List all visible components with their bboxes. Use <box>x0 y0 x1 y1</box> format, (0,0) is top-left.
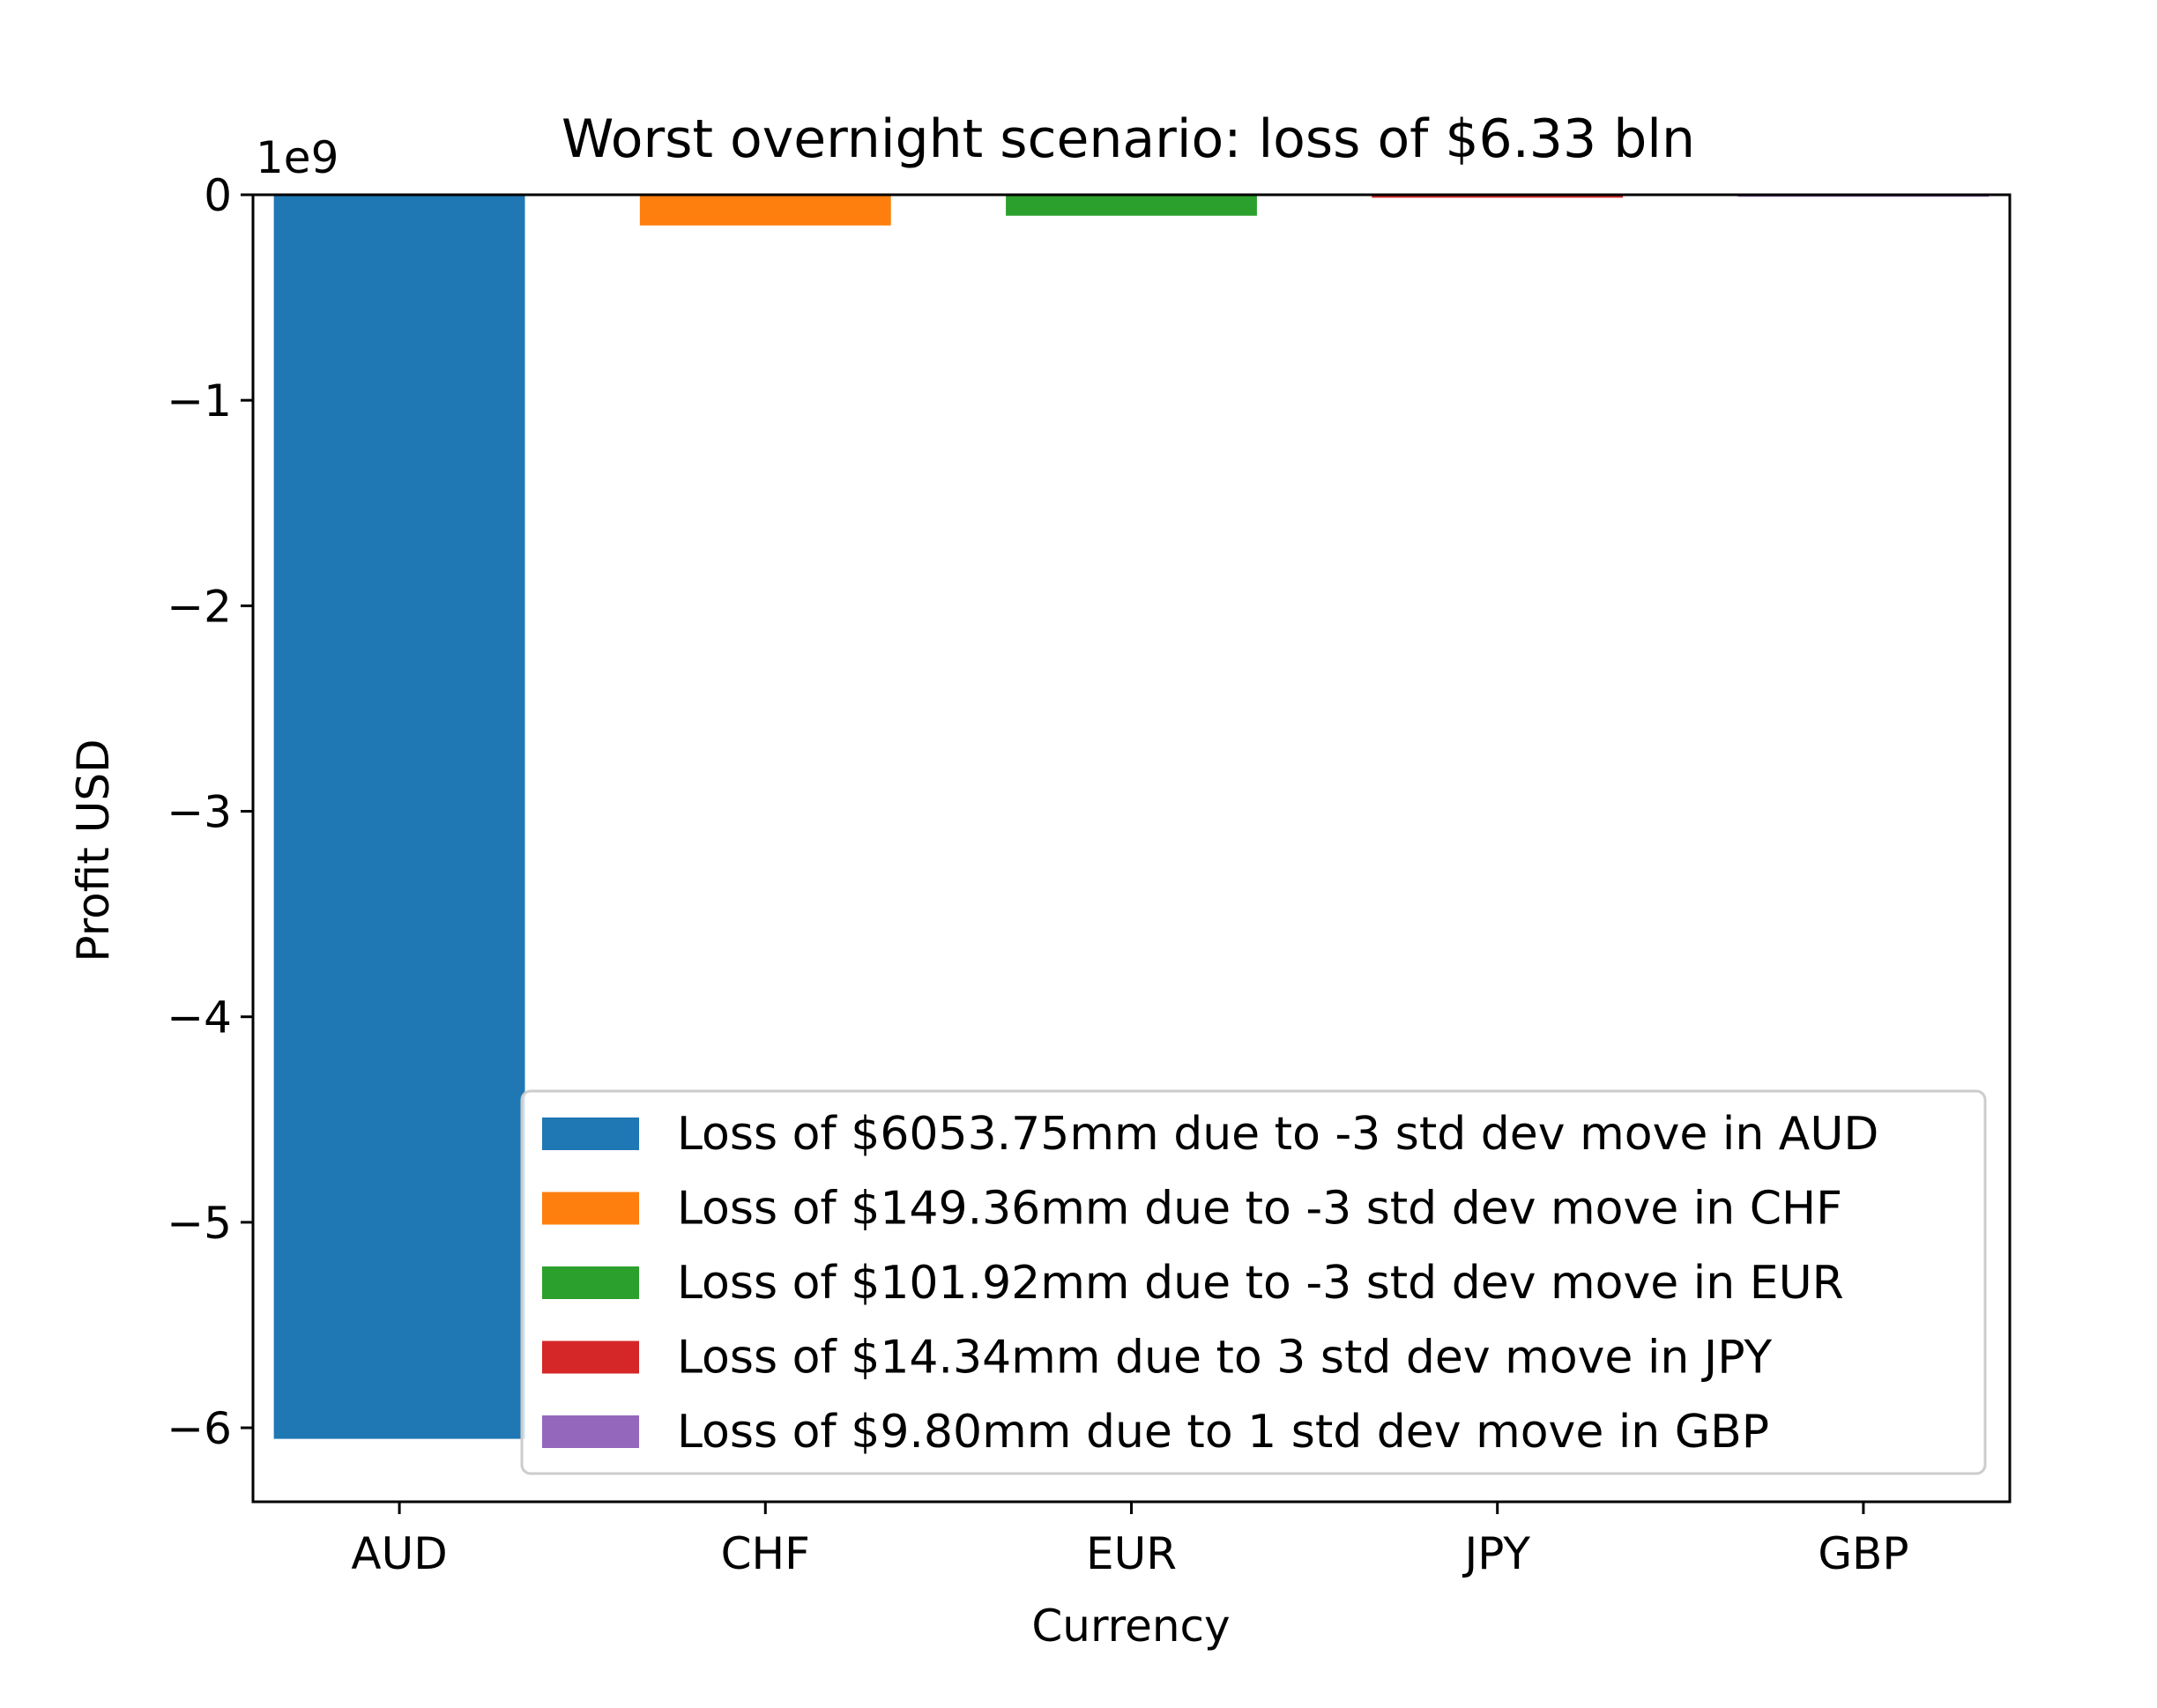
plot-frame <box>251 193 2012 1504</box>
x-tick-label: EUR <box>1086 1528 1177 1579</box>
y-tick-label: 0 <box>204 170 232 221</box>
x-tick-label: AUD <box>351 1528 447 1579</box>
x-axis-label: Currency <box>1031 1600 1230 1652</box>
x-tick-label: JPY <box>1462 1528 1531 1579</box>
legend-swatch <box>542 1266 639 1299</box>
y-tick-label: −3 <box>167 787 232 838</box>
x-tick-label: CHF <box>721 1528 810 1579</box>
bar-jpy <box>1372 195 1624 198</box>
legend-label: Loss of $149.36mm due to -3 std dev move… <box>677 1183 1842 1236</box>
y-tick-label: −2 <box>167 581 232 632</box>
x-tick-label: GBP <box>1818 1528 1908 1579</box>
x-ticks-group: AUD CHF EUR JPY GBP <box>351 1502 1909 1579</box>
y-tick-label: −6 <box>167 1403 232 1454</box>
legend-swatch <box>542 1192 639 1225</box>
legend-label: Loss of $9.80mm due to 1 std dev move in… <box>677 1406 1769 1459</box>
y-scale-label: 1e9 <box>256 132 338 183</box>
legend: Loss of $6053.75mm due to -3 std dev mov… <box>520 1089 1987 1475</box>
y-tick-label: −4 <box>167 992 232 1043</box>
bar-eur <box>1006 195 1257 216</box>
y-tick-label: −5 <box>167 1198 232 1249</box>
y-ticks-group: 0 −1 −2 −3 −4 −5 −6 <box>167 170 253 1454</box>
legend-label: Loss of $101.92mm due to -3 std dev move… <box>677 1257 1844 1310</box>
y-tick-label: −1 <box>167 375 232 427</box>
legend-box <box>520 1089 1987 1475</box>
y-axis-label: Profit USD <box>68 739 119 962</box>
legend-swatch <box>542 1118 639 1150</box>
legend-swatch <box>542 1415 639 1448</box>
chart-title: Worst overnight scenario: loss of $6.33 … <box>562 108 1695 170</box>
legend-label: Loss of $14.34mm due to 3 std dev move i… <box>677 1332 1772 1385</box>
legend-swatch <box>542 1340 639 1374</box>
bar-chf <box>639 195 891 226</box>
bar-aud <box>273 195 525 1439</box>
legend-label: Loss of $6053.75mm due to -3 std dev mov… <box>677 1108 1878 1161</box>
